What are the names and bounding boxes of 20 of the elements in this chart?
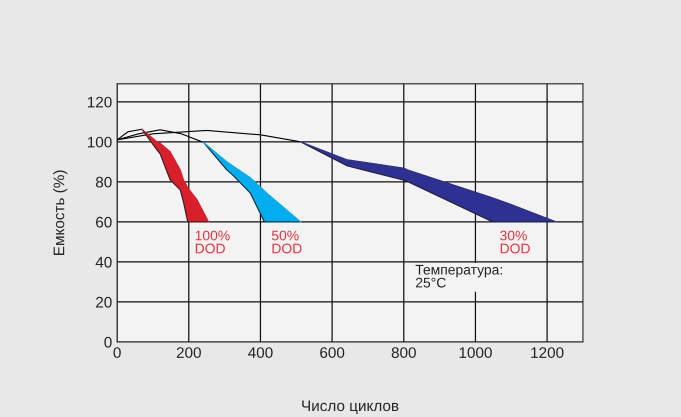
y-tick-label: 60 xyxy=(96,216,112,228)
series-label: 30% DOD xyxy=(500,230,530,254)
y-axis-title: Емкость (%) xyxy=(53,170,68,255)
x-tick-label: 800 xyxy=(392,347,416,358)
y-tick-label: 40 xyxy=(96,256,112,268)
x-tick-label: 1000 xyxy=(460,347,492,358)
y-tick-label: 0 xyxy=(104,336,112,348)
annotation: Температура: 25°C xyxy=(416,264,502,288)
x-tick-label: 1200 xyxy=(531,347,564,358)
series-label: 50% DOD xyxy=(272,230,302,254)
y-tick-label: 120 xyxy=(88,96,112,108)
x-tick-label: 0 xyxy=(113,347,121,358)
x-tick-label: 400 xyxy=(248,347,273,358)
x-tick-label: 600 xyxy=(320,347,344,358)
y-tick-label: 100 xyxy=(88,136,112,148)
x-axis-title: Число циклов xyxy=(302,400,398,414)
y-tick-label: 80 xyxy=(96,176,112,188)
y-tick-label: 20 xyxy=(96,296,112,308)
x-tick-label: 200 xyxy=(176,347,201,358)
series-label: 100% DOD xyxy=(196,230,230,254)
